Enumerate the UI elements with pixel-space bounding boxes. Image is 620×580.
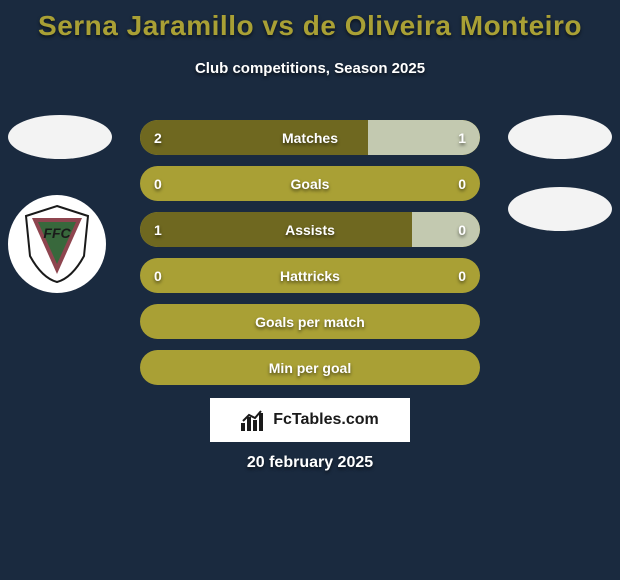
stat-row: Min per goal xyxy=(140,350,480,385)
stat-label: Matches xyxy=(140,130,480,146)
footer-brand-text: FcTables.com xyxy=(273,411,379,429)
stat-row: Goals per match xyxy=(140,304,480,339)
left-badges-column: FFC xyxy=(8,115,112,293)
stat-row: 10Assists xyxy=(140,212,480,247)
subtitle: Club competitions, Season 2025 xyxy=(0,60,620,77)
stat-label: Min per goal xyxy=(140,360,480,376)
stats-panel: 21Matches 00Goals 10Assists 00Hattricks Goal… xyxy=(140,120,480,385)
club-shield-icon: FFC xyxy=(22,204,92,284)
fctables-logo-icon xyxy=(241,409,267,431)
stat-label: Goals xyxy=(140,176,480,192)
page-title: Serna Jaramillo vs de Oliveira Monteiro xyxy=(0,0,620,42)
player2-badge-placeholder-1 xyxy=(508,115,612,159)
right-badges-column xyxy=(508,115,612,231)
footer-date: 20 february 2025 xyxy=(0,454,620,472)
player2-badge-placeholder-2 xyxy=(508,187,612,231)
stat-label: Assists xyxy=(140,222,480,238)
stat-row: 00Goals xyxy=(140,166,480,201)
player1-club-crest: FFC xyxy=(8,195,106,293)
player1-badge-placeholder xyxy=(8,115,112,159)
footer-brand-box: FcTables.com xyxy=(210,398,410,442)
stat-row: 21Matches xyxy=(140,120,480,155)
crest-letters: FFC xyxy=(43,225,71,241)
stat-row: 00Hattricks xyxy=(140,258,480,293)
stat-label: Goals per match xyxy=(140,314,480,330)
stat-label: Hattricks xyxy=(140,268,480,284)
